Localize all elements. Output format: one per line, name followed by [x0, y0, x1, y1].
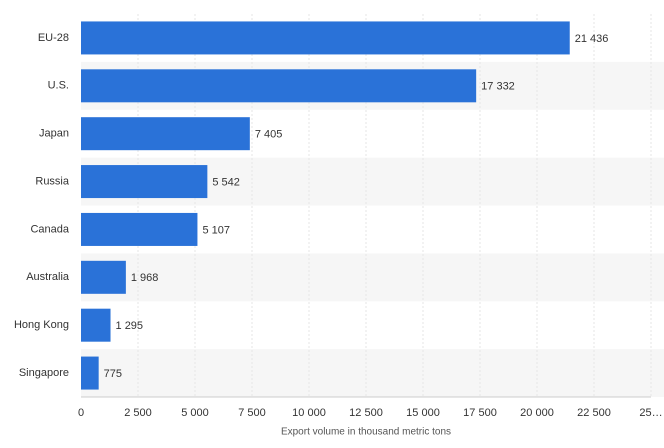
value-label: 5 107 — [202, 224, 230, 236]
y-tick-label: Hong Kong — [14, 319, 69, 331]
x-tick-label: 22 500 — [577, 407, 611, 419]
x-tick-label: 25… — [639, 407, 662, 419]
y-tick-label: Singapore — [19, 367, 69, 379]
x-tick-label: 17 500 — [463, 407, 497, 419]
y-tick-label: Canada — [30, 223, 69, 235]
bar — [81, 356, 99, 390]
value-label: 21 436 — [575, 33, 609, 45]
x-tick-label: 20 000 — [520, 407, 554, 419]
y-tick-label: Australia — [26, 271, 70, 283]
value-label: 775 — [104, 368, 122, 380]
value-label: 17 332 — [481, 81, 515, 93]
y-tick-label: Japan — [39, 128, 69, 140]
bar — [81, 260, 126, 294]
bar — [81, 117, 250, 151]
x-tick-label: 5 000 — [181, 407, 209, 419]
x-tick-label: 0 — [78, 407, 84, 419]
x-axis-title: Export volume in thousand metric tons — [281, 427, 451, 438]
bar — [81, 21, 570, 55]
bar — [81, 69, 477, 103]
y-tick-label: Russia — [35, 175, 70, 187]
bar — [81, 212, 198, 246]
x-tick-label: 7 500 — [238, 407, 266, 419]
bar — [81, 308, 111, 342]
y-tick-label: EU-28 — [38, 32, 69, 44]
x-tick-label: 2 500 — [124, 407, 152, 419]
value-label: 5 542 — [212, 176, 240, 188]
value-label: 1 295 — [116, 320, 144, 332]
bar — [81, 165, 208, 199]
value-label: 7 405 — [255, 129, 283, 141]
y-tick-label: U.S. — [48, 80, 69, 92]
x-tick-label: 10 000 — [292, 407, 326, 419]
value-label: 1 968 — [131, 272, 159, 284]
row-stripe — [81, 253, 664, 302]
row-stripe — [81, 349, 664, 397]
x-tick-label: 12 500 — [349, 407, 383, 419]
x-tick-label: 15 000 — [406, 407, 440, 419]
